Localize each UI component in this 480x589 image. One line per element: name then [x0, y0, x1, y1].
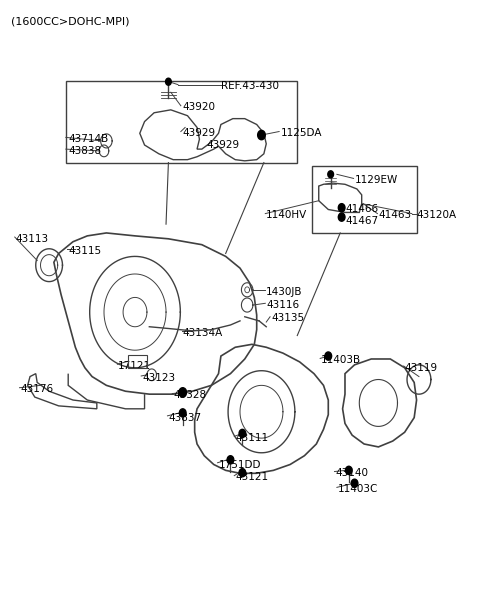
Text: 43920: 43920 [183, 102, 216, 112]
Text: 1129EW: 1129EW [355, 175, 398, 185]
Text: 43134A: 43134A [183, 327, 223, 337]
Circle shape [338, 213, 345, 221]
Circle shape [179, 388, 187, 397]
Text: 1751DD: 1751DD [218, 459, 261, 469]
Text: 43120A: 43120A [417, 210, 456, 220]
Text: (1600CC>DOHC-MPI): (1600CC>DOHC-MPI) [11, 16, 130, 26]
FancyBboxPatch shape [66, 81, 297, 163]
Text: 45328: 45328 [173, 391, 206, 401]
Circle shape [351, 479, 358, 487]
Text: 43714B: 43714B [68, 134, 108, 144]
Text: 41466: 41466 [345, 204, 378, 214]
Text: 43929: 43929 [206, 140, 240, 150]
Text: 43929: 43929 [183, 128, 216, 138]
Text: 41467: 41467 [345, 216, 378, 226]
Circle shape [346, 466, 352, 475]
Circle shape [239, 469, 246, 477]
Circle shape [338, 204, 345, 212]
Circle shape [328, 171, 334, 178]
Text: 43115: 43115 [68, 246, 101, 256]
Text: 1430JB: 1430JB [266, 287, 303, 297]
Text: 43113: 43113 [16, 234, 49, 244]
Text: 43123: 43123 [142, 373, 175, 383]
Circle shape [325, 352, 332, 360]
Circle shape [227, 456, 234, 464]
Text: 1125DA: 1125DA [281, 128, 322, 138]
Text: 43135: 43135 [271, 313, 304, 323]
Circle shape [239, 429, 246, 438]
Text: 43838: 43838 [68, 146, 101, 156]
Text: 43116: 43116 [266, 300, 300, 310]
Text: 43837: 43837 [168, 413, 202, 422]
Bar [128, 355, 147, 368]
Text: 43121: 43121 [235, 472, 268, 482]
Circle shape [166, 78, 171, 85]
Text: 43119: 43119 [405, 363, 438, 373]
Text: 41463: 41463 [378, 210, 411, 220]
Text: 43111: 43111 [235, 433, 268, 443]
FancyBboxPatch shape [312, 166, 417, 233]
Text: 11403C: 11403C [338, 484, 378, 494]
Circle shape [258, 130, 265, 140]
Text: 43176: 43176 [21, 385, 54, 395]
Text: 43140: 43140 [336, 468, 369, 478]
Text: 17121: 17121 [118, 361, 151, 371]
Text: 11403B: 11403B [321, 355, 361, 365]
Text: 1140HV: 1140HV [266, 210, 308, 220]
Circle shape [180, 409, 186, 417]
Text: REF.43-430: REF.43-430 [221, 81, 279, 91]
